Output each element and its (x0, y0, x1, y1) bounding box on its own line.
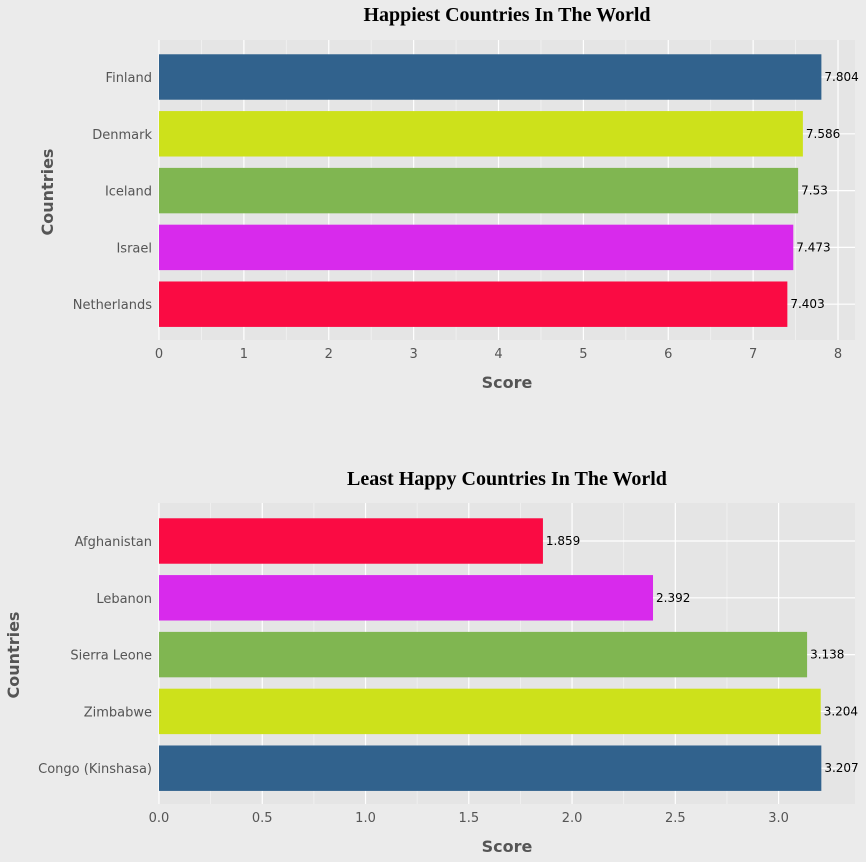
x-tick-label: 5 (579, 347, 587, 362)
bar-value-label: 3.207 (824, 761, 858, 775)
bar-value-label: 7.586 (806, 127, 840, 141)
x-tick-label: 6 (664, 347, 672, 362)
x-tick-label: 0.5 (252, 811, 273, 826)
x-tick-label: 2.0 (562, 811, 583, 826)
bar-happiest (159, 54, 822, 100)
category-label: Finland (106, 71, 152, 86)
x-tick-label: 7 (749, 347, 757, 362)
bar-least-happy (159, 518, 543, 564)
bar-least-happy (159, 575, 654, 621)
y-axis-title-least-happy: Countries (4, 612, 23, 699)
chart-title-happiest: Happiest Countries In The World (363, 4, 650, 26)
x-tick-label: 3.0 (768, 811, 789, 826)
category-label: Afghanistan (75, 535, 152, 550)
category-label: Israel (116, 241, 152, 256)
bar-value-label: 7.804 (824, 70, 858, 84)
x-axis-title-least-happy: Score (482, 837, 533, 856)
x-axis-title-happiest: Score (482, 373, 533, 392)
category-label: Sierra Leone (70, 649, 152, 664)
x-tick-labels-least-happy: 0.0 0.5 1.0 1.5 2.0 2.5 3.0 (149, 811, 789, 826)
x-tick-label: 1.5 (458, 811, 479, 826)
bar-value-label: 7.53 (801, 184, 828, 198)
category-labels-least-happy: Afghanistan Lebanon Sierra Leone Zimbabwe Co… (38, 535, 152, 777)
bar-value-label: 3.204 (824, 704, 858, 718)
bar-least-happy (159, 745, 822, 791)
x-tick-label: 0.0 (149, 811, 170, 826)
category-label: Zimbabwe (84, 705, 152, 720)
bar-happiest (159, 281, 788, 327)
x-tick-label: 4 (494, 347, 502, 362)
bars-happiest: 7.804 7.586 7.53 7.473 7.403 (159, 54, 859, 327)
bar-value-label: 7.403 (790, 297, 824, 311)
bar-least-happy (159, 631, 808, 678)
x-tick-label: 2 (325, 347, 333, 362)
category-label: Iceland (105, 185, 152, 200)
bar-least-happy (159, 688, 821, 735)
chart-title-least-happy: Least Happy Countries In The World (347, 468, 667, 490)
bar-happiest (159, 111, 803, 157)
x-tick-label: 8 (834, 347, 842, 362)
bar-value-label: 7.473 (796, 240, 830, 254)
bar-value-label: 2.392 (656, 591, 690, 605)
x-tick-label: 3 (409, 347, 417, 362)
y-axis-title-happiest: Countries (38, 149, 57, 236)
category-labels-happiest: Finland Denmark Iceland Israel Netherlands (73, 71, 153, 313)
bar-happiest (159, 224, 794, 271)
x-tick-label: 1 (240, 347, 248, 362)
chart-happiest: Happiest Countries In The World 7.804 7.5… (38, 4, 859, 392)
category-label: Congo (Kinshasa) (38, 762, 152, 777)
category-label: Netherlands (73, 298, 152, 313)
category-label: Lebanon (96, 592, 152, 607)
x-tick-label: 0 (155, 347, 163, 362)
bars-least-happy: 1.859 2.392 3.138 3.204 3.207 (159, 518, 859, 791)
bar-value-label: 1.859 (546, 534, 580, 548)
bar-value-label: 3.138 (810, 648, 844, 662)
category-label: Denmark (92, 128, 152, 143)
x-tick-label: 2.5 (665, 811, 686, 826)
x-tick-labels-happiest: 0 1 2 3 4 5 6 7 8 (155, 347, 842, 362)
x-tick-label: 1.0 (355, 811, 376, 826)
bar-happiest (159, 167, 799, 214)
chart-least-happy: Least Happy Countries In The World 1.859… (4, 468, 859, 856)
